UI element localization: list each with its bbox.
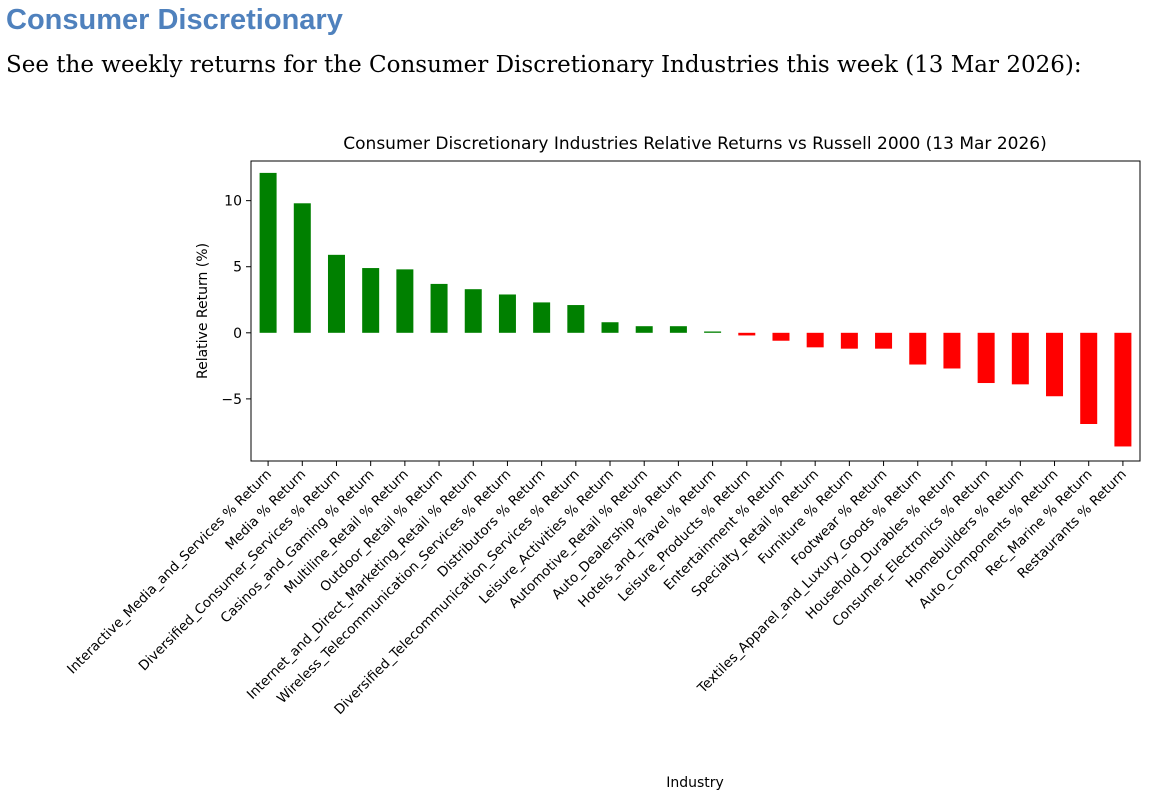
bar	[1114, 332, 1132, 447]
bar	[943, 332, 961, 369]
y-axis-label: Relative Return (%)	[195, 243, 211, 379]
y-tick-label: 5	[233, 260, 242, 276]
intro-text: See the weekly returns for the Consumer …	[6, 52, 1082, 78]
bar	[533, 302, 551, 333]
bar	[909, 332, 927, 365]
bar	[1011, 332, 1029, 385]
section-heading: Consumer Discretionary	[6, 4, 343, 36]
y-tick-label: 0	[233, 326, 242, 342]
bar	[806, 332, 824, 348]
bar	[293, 203, 311, 333]
y-tick-label: −5	[221, 392, 242, 408]
bar	[259, 172, 277, 333]
y-tick-label: 10	[224, 194, 242, 210]
bar	[669, 326, 687, 333]
x-axis-label: Industry	[666, 775, 724, 791]
chart-title: Consumer Discretionary Industries Relati…	[343, 134, 1046, 154]
bar	[635, 326, 653, 333]
bar	[362, 268, 380, 333]
bar	[396, 269, 414, 333]
bar	[1080, 332, 1098, 424]
bar	[840, 332, 858, 349]
bar	[704, 331, 722, 333]
bar	[464, 289, 482, 333]
bar	[772, 332, 790, 341]
bar	[498, 294, 516, 333]
plot-frame	[250, 160, 1141, 462]
bar	[327, 254, 345, 333]
bar	[977, 332, 995, 384]
bar	[1046, 332, 1064, 397]
bar	[430, 283, 448, 333]
bar	[738, 332, 756, 336]
bar	[567, 305, 585, 333]
bar	[875, 332, 893, 349]
bar	[601, 322, 619, 333]
